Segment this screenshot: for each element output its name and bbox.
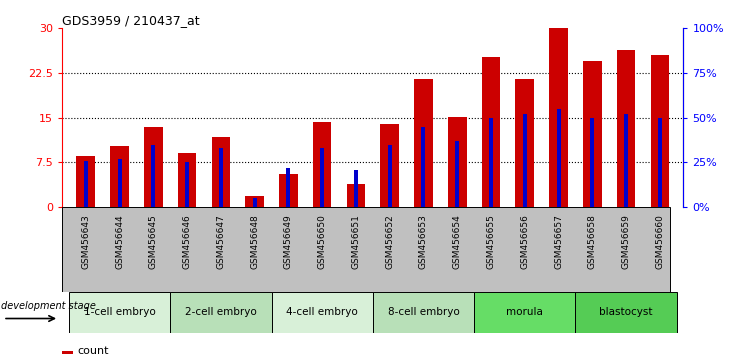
Text: 4-cell embryo: 4-cell embryo: [287, 307, 358, 318]
Bar: [313, 122, 331, 207]
Bar: [246, 196, 264, 207]
Text: GSM456649: GSM456649: [284, 214, 293, 269]
Text: blastocyst: blastocyst: [599, 307, 653, 318]
Bar: [617, 50, 635, 207]
Bar: [414, 79, 433, 207]
Bar: [482, 57, 500, 207]
Bar: [575, 292, 677, 333]
Text: morula: morula: [507, 307, 543, 318]
Text: GSM456657: GSM456657: [554, 214, 563, 269]
Bar: [151, 144, 155, 207]
Bar: [556, 109, 561, 207]
Text: GSM456651: GSM456651: [352, 214, 360, 269]
Bar: [69, 292, 170, 333]
Text: GSM456655: GSM456655: [487, 214, 496, 269]
Text: GSM456654: GSM456654: [452, 214, 462, 269]
Bar: [279, 174, 298, 207]
Bar: [320, 148, 324, 207]
Bar: [658, 118, 662, 207]
Bar: [178, 154, 197, 207]
Bar: [110, 146, 129, 207]
Bar: [271, 292, 373, 333]
Bar: [455, 141, 459, 207]
Text: GDS3959 / 210437_at: GDS3959 / 210437_at: [62, 14, 200, 27]
Text: GSM456644: GSM456644: [115, 214, 124, 269]
Bar: [515, 79, 534, 207]
Text: count: count: [77, 346, 109, 354]
Bar: [253, 198, 257, 207]
Bar: [346, 184, 366, 207]
Bar: [549, 28, 568, 207]
Bar: [591, 118, 594, 207]
Bar: [523, 114, 527, 207]
Text: GSM456660: GSM456660: [656, 214, 664, 269]
Text: 1-cell embryo: 1-cell embryo: [83, 307, 156, 318]
Bar: [387, 144, 392, 207]
Bar: [354, 170, 358, 207]
Bar: [287, 168, 290, 207]
Text: GSM456648: GSM456648: [250, 214, 259, 269]
Text: GSM456658: GSM456658: [588, 214, 596, 269]
Bar: [62, 351, 73, 354]
Bar: [211, 137, 230, 207]
Bar: [380, 124, 399, 207]
Bar: [185, 162, 189, 207]
Text: 8-cell embryo: 8-cell embryo: [387, 307, 459, 318]
Text: GSM456647: GSM456647: [216, 214, 225, 269]
Bar: [489, 118, 493, 207]
Text: GSM456652: GSM456652: [385, 214, 394, 269]
Bar: [624, 114, 628, 207]
Bar: [144, 127, 162, 207]
Text: GSM456643: GSM456643: [81, 214, 90, 269]
Text: GSM456659: GSM456659: [621, 214, 631, 269]
Text: GSM456656: GSM456656: [520, 214, 529, 269]
Text: 2-cell embryo: 2-cell embryo: [185, 307, 257, 318]
Bar: [170, 292, 271, 333]
Bar: [77, 156, 95, 207]
Bar: [474, 292, 575, 333]
Bar: [219, 148, 223, 207]
Bar: [118, 159, 121, 207]
Text: GSM456653: GSM456653: [419, 214, 428, 269]
Text: GSM456650: GSM456650: [318, 214, 327, 269]
Bar: [422, 127, 425, 207]
Bar: [651, 55, 669, 207]
Bar: [448, 116, 466, 207]
Text: development stage: development stage: [1, 301, 96, 311]
Text: GSM456646: GSM456646: [183, 214, 192, 269]
Bar: [583, 61, 602, 207]
Bar: [373, 292, 474, 333]
Text: GSM456645: GSM456645: [149, 214, 158, 269]
Bar: [84, 161, 88, 207]
